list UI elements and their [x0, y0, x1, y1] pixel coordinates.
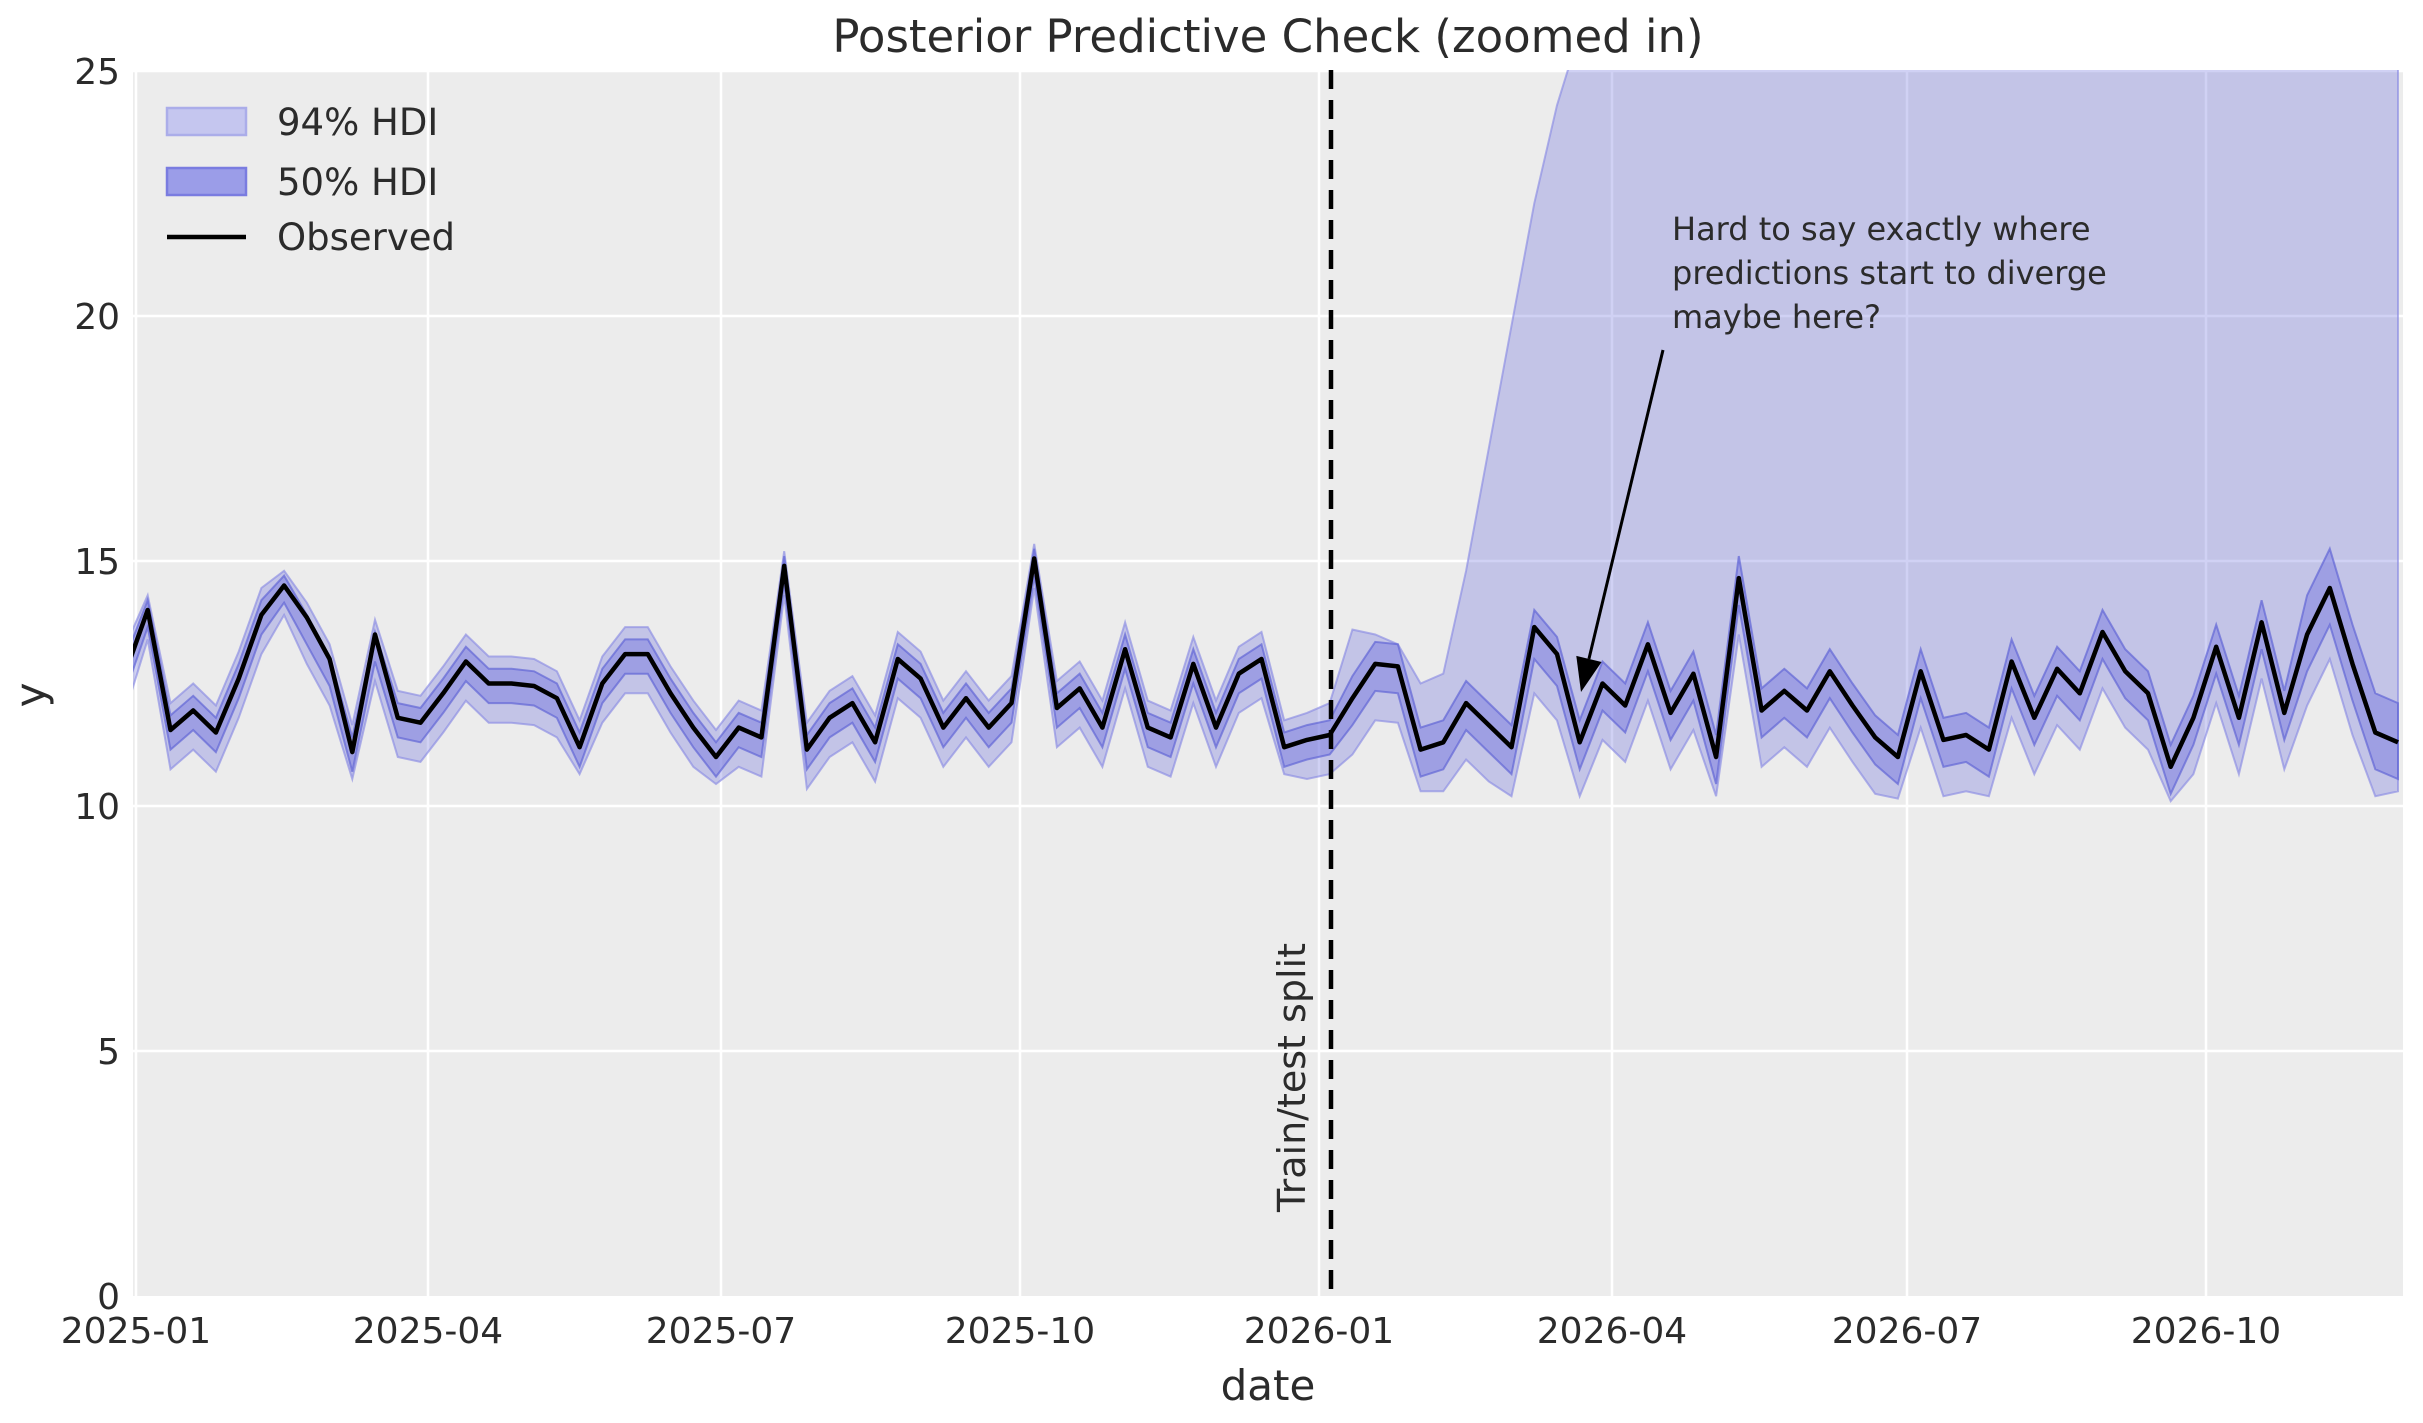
x-tick-label: 2026-10 — [2131, 1311, 2281, 1352]
y-axis-label: y — [6, 683, 55, 708]
train-test-split-label: Train/test split — [1270, 943, 1314, 1213]
x-axis-label: date — [1221, 1361, 1316, 1410]
x-tick-label: 2025-01 — [61, 1311, 211, 1352]
hdi-94-band — [133, 70, 2399, 803]
x-tick-label: 2025-10 — [945, 1311, 1095, 1352]
observed-line — [133, 556, 2399, 770]
grid — [133, 69, 2403, 1296]
annotation-arrow-head — [1576, 655, 1602, 692]
y-tick-label: 25 — [74, 52, 120, 93]
x-tick-label: 2026-07 — [1832, 1311, 1982, 1352]
x-tick-label: 2026-04 — [1537, 1311, 1687, 1352]
y-tick-label: 15 — [74, 542, 120, 583]
legend-patch-94-hdi — [165, 106, 248, 137]
x-tick-label: 2025-04 — [353, 1311, 503, 1352]
y-tick-label: 10 — [74, 787, 120, 828]
legend-patch-50-hdi — [165, 166, 248, 197]
annotation: Hard to say exactly where predictions sta… — [1576, 210, 2107, 692]
y-tick-label: 0 — [97, 1277, 120, 1318]
annotation-text-line: predictions start to diverge — [1672, 254, 2107, 292]
y-tick-label: 20 — [74, 297, 120, 338]
x-tick-label: 2026-01 — [1244, 1311, 1394, 1352]
x-tick-label: 2025-07 — [646, 1311, 796, 1352]
legend-label: Observed — [277, 216, 455, 259]
annotation-text-line: Hard to say exactly where — [1672, 210, 2091, 248]
legend-label: 94% HDI — [277, 101, 438, 144]
annotation-text-line: maybe here? — [1672, 298, 1881, 336]
legend-label: 50% HDI — [277, 161, 438, 204]
chart-title: Posterior Predictive Check (zoomed in) — [832, 10, 1703, 63]
observed-group — [133, 556, 2399, 770]
legend: 94% HDI 50% HDI Observed — [165, 101, 455, 259]
annotation-arrow-shaft — [1587, 349, 1665, 660]
y-tick-label: 5 — [97, 1032, 120, 1073]
